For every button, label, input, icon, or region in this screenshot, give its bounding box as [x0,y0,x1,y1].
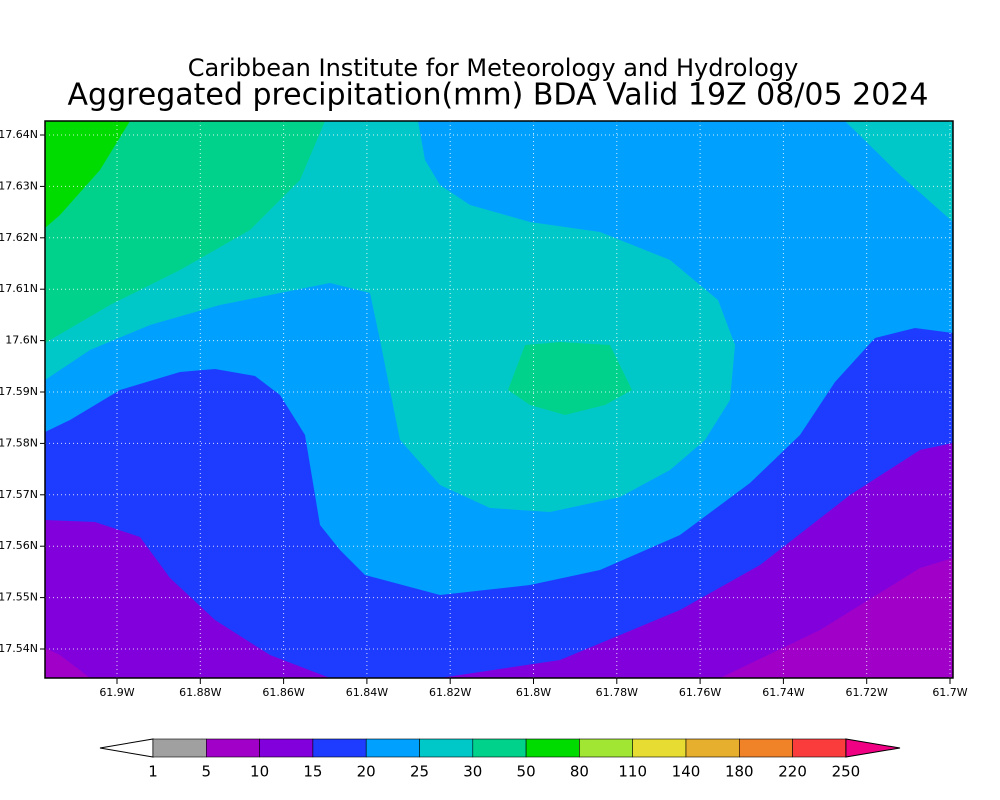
colorbar-label: 5 [202,763,212,781]
colorbar-label: 140 [672,763,701,781]
y-tick-label: 17.55N [0,591,38,604]
colorbar-box [579,738,634,758]
x-tick-label: 61.72W [846,686,888,699]
colorbar-box [152,738,207,758]
contour-25-30 [845,121,953,222]
x-tick-label: 61.9W [99,686,134,699]
y-tick-label: 17.54N [0,642,38,655]
colorbar-box [472,738,527,758]
colorbar-label: 20 [357,763,376,781]
y-tick-label: 17.61N [0,282,38,295]
colorbar-label: 15 [303,763,322,781]
x-tick-label: 61.74W [762,686,804,699]
x-tick-label: 61.82W [429,686,471,699]
colorbar-label: 110 [618,763,647,781]
y-tick-label: 17.59N [0,385,38,398]
contour-30-50 [45,121,325,343]
x-tick-label: 61.7W [932,686,967,699]
colorbar-box [632,738,687,758]
colorbar-label: 25 [410,763,429,781]
colorbar-label: 80 [570,763,589,781]
x-tick-label: 61.86W [262,686,304,699]
y-tick-label: 17.6N [5,334,38,347]
x-tick-label: 61.84W [346,686,388,699]
y-tick-label: 17.63N [0,179,38,192]
subtitle: Caribbean Institute for Meteorology and … [188,54,799,82]
colorbar-box [259,738,314,758]
colorbar-arrow [99,738,154,758]
plot-frame [44,120,954,679]
colorbar-box [792,738,847,758]
contour-5-10 [720,558,953,678]
colorbar-label: 1 [148,763,158,781]
colorbar-label: 10 [250,763,269,781]
colorbar-arrow [845,738,901,758]
grid [40,121,953,684]
colorbar-box [685,738,740,758]
colorbar-box [365,738,420,758]
colorbar: 1 5 10 15 20 25 30 50 80 110 140 180 220 250 [99,738,901,781]
colorbar-label: 180 [725,763,754,781]
contour-30-50 [508,342,632,415]
colorbar-box [312,738,367,758]
colorbar-label: 30 [463,763,482,781]
contour-5-10 [45,648,90,678]
colorbar-label: 50 [517,763,536,781]
colorbar-box [206,738,260,758]
colorbar-box [738,738,793,758]
colorbar-label: 220 [778,763,807,781]
x-tick-label: 61.8W [516,686,551,699]
title: Aggregated precipitation(mm) BDA Valid 1… [68,78,929,113]
y-tick-label: 17.64N [0,128,38,141]
y-tick-label: 17.57N [0,488,38,501]
colorbar-box [419,738,474,758]
x-tick-label: 61.76W [679,686,721,699]
x-tick-label: 61.88W [179,686,221,699]
y-tick-label: 17.58N [0,436,38,449]
contour-field [45,121,953,678]
contour-50-80 [45,121,130,228]
y-tick-label: 17.62N [0,231,38,244]
colorbar-label: 250 [832,763,861,781]
x-tick-label: 61.78W [596,686,638,699]
y-tick-label: 17.56N [0,539,38,552]
colorbar-box [525,738,580,758]
